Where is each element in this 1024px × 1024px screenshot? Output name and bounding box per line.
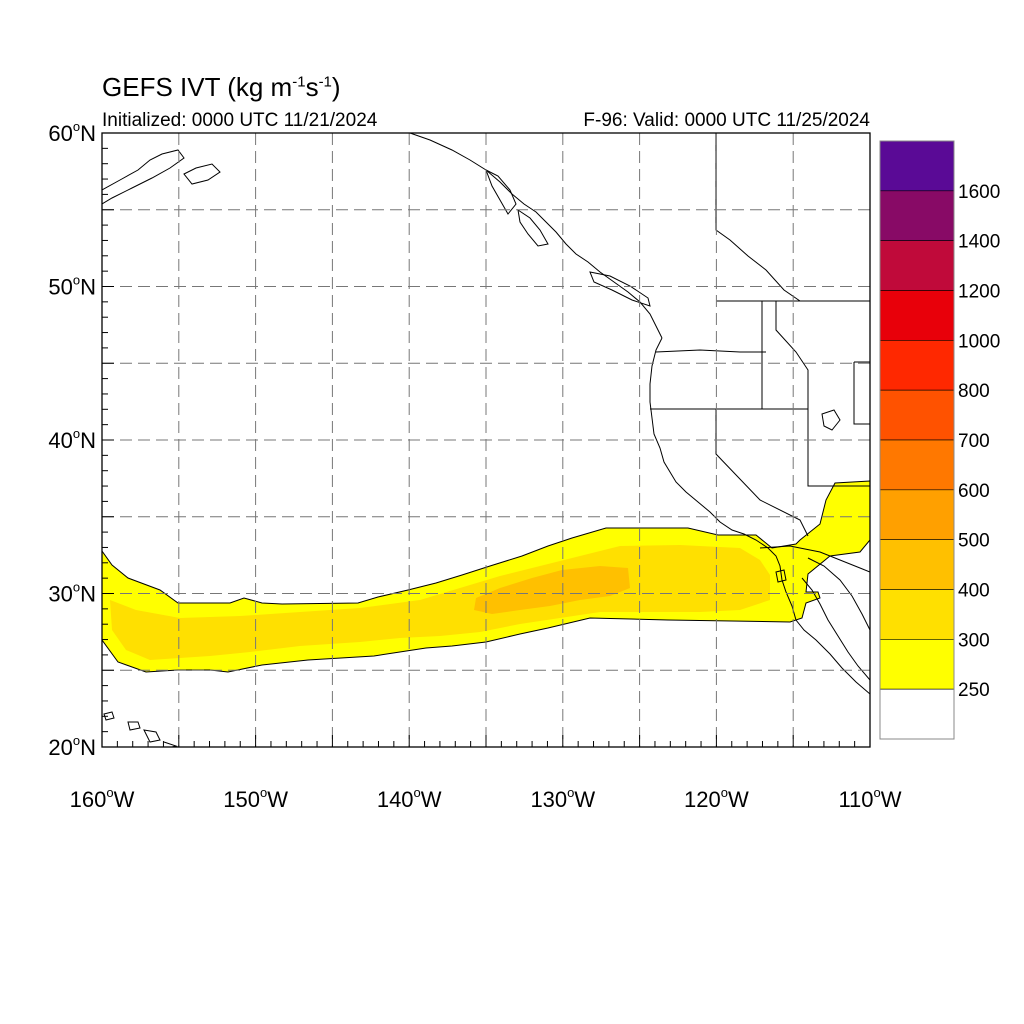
colorbar-swatch	[879, 240, 955, 291]
lon-tick-label: 150oW	[223, 785, 288, 812]
colorbar-label: 1200	[958, 282, 1000, 303]
latitude-labels: 60oN 50oN 40oN 30oN 20oN	[48, 119, 96, 760]
map-plot-area	[102, 133, 870, 747]
colorbar-swatch	[879, 389, 955, 441]
colorbar-label: 800	[958, 381, 990, 402]
baja-east-coast	[801, 577, 870, 681]
colorbar-frame	[879, 140, 955, 740]
colorbar-label: 600	[958, 481, 990, 502]
colorbar-label: 1400	[958, 232, 1000, 253]
colorbar-labels: 1600 1400 1200 1000 800 700 600 500 400 300 250	[958, 182, 1000, 701]
colorbar	[879, 140, 955, 740]
colorbar-swatch	[879, 539, 955, 590]
colorbar-swatch	[879, 190, 955, 241]
lat-tick-label: 20oN	[48, 733, 96, 760]
colorbar-swatch	[879, 688, 955, 740]
valid-time-label: F-96: Valid: 0000 UTC 11/25/2024	[583, 110, 870, 131]
colorbar-label: 500	[958, 531, 990, 552]
lat-tick-label: 40oN	[48, 426, 96, 453]
lat-tick-label: 60oN	[48, 119, 96, 146]
idaho-border	[761, 301, 809, 409]
lon-tick-label: 120oW	[684, 785, 749, 812]
colorbar-swatch	[879, 589, 955, 640]
lat-tick-label: 30oN	[48, 580, 96, 607]
colorbar-label: 700	[958, 431, 990, 452]
colorbar-label: 1600	[958, 182, 1000, 203]
kodiak-island	[183, 163, 221, 185]
panhandle-islands	[485, 168, 651, 307]
hawaii-islands	[103, 711, 178, 747]
map-title: GEFS IVT (kg m-1s-1)	[102, 72, 341, 102]
initialized-label: Initialized: 0000 UTC 11/21/2024	[102, 110, 378, 131]
colorbar-swatch	[879, 140, 955, 192]
utah-colorado-border	[853, 361, 870, 425]
lat-tick-label: 50oN	[48, 273, 96, 300]
lon-tick-label: 160oW	[70, 785, 135, 812]
colorbar-label: 1000	[958, 331, 1000, 352]
colorbar-swatch	[879, 340, 955, 391]
great-salt-lake	[821, 409, 841, 431]
alaska-coast	[102, 149, 185, 205]
axis-ticks	[101, 132, 871, 748]
colorbar-swatch	[879, 439, 955, 491]
colorbar-swatch	[879, 489, 955, 540]
longitude-labels: 160oW 150oW 140oW 130oW 120oW 110oW	[70, 785, 902, 812]
washington-oregon-border	[655, 349, 766, 353]
lon-tick-label: 110oW	[838, 785, 901, 812]
alaska-panhandle-coast	[409, 133, 663, 339]
colorbar-label: 250	[958, 680, 990, 701]
lon-tick-label: 130oW	[530, 785, 595, 812]
colorbar-label: 400	[958, 581, 990, 602]
salton-sea	[775, 569, 787, 583]
lon-tick-label: 140oW	[377, 785, 442, 812]
colorbar-label: 300	[958, 630, 990, 651]
us-west-coast	[649, 337, 870, 695]
ivt-400-500-fill	[474, 566, 630, 614]
mexico-mainland-coast	[807, 557, 870, 631]
us-mexico-border	[759, 545, 870, 573]
colorbar-swatch	[879, 290, 955, 341]
graticule	[102, 133, 870, 747]
colorbar-swatch	[879, 639, 955, 690]
